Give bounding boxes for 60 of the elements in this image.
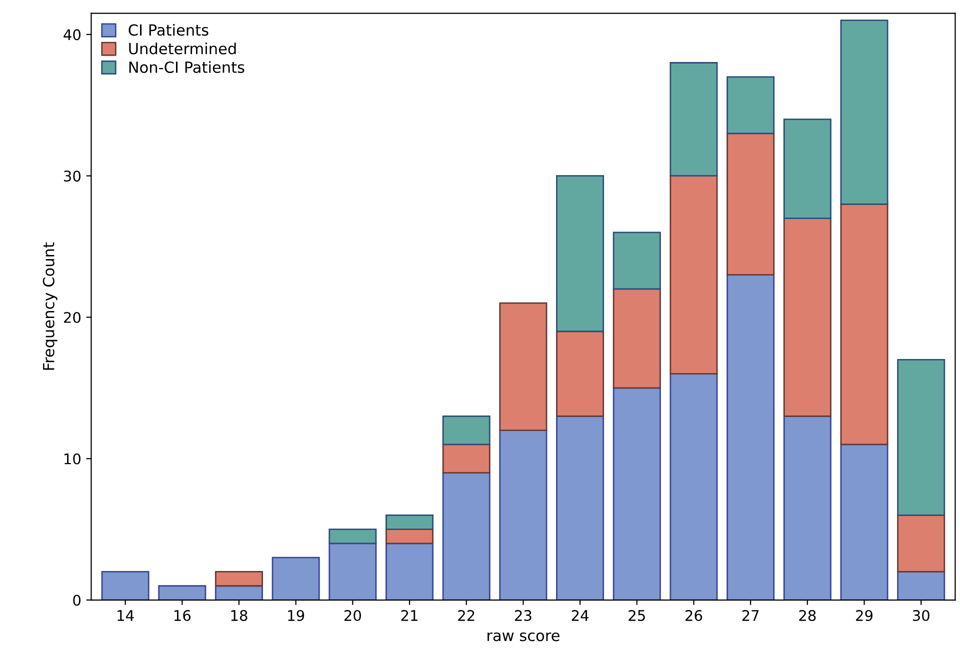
- bar: [726, 76, 775, 134]
- bar: [670, 62, 718, 177]
- bar: [158, 585, 206, 600]
- bar: [670, 175, 718, 374]
- bar: [386, 528, 434, 544]
- legend-label: Non-CI Patients: [129, 61, 244, 73]
- bar: [670, 373, 718, 600]
- bar: [783, 118, 832, 219]
- x-tick-label: 14: [118, 610, 134, 621]
- x-tick-label: 19: [288, 610, 304, 622]
- x-tick-label: 27: [742, 610, 759, 621]
- bar: [101, 571, 150, 600]
- bar: [897, 358, 946, 516]
- bar: [897, 514, 946, 572]
- bar: [214, 571, 263, 587]
- y-tick-label: 10: [64, 453, 81, 464]
- bar: [499, 302, 548, 432]
- bar: [783, 218, 832, 417]
- bar: [726, 274, 775, 600]
- bar: [272, 556, 320, 600]
- x-tick-label: 24: [572, 610, 588, 621]
- x-tick-label: 21: [401, 610, 418, 621]
- x-tick-label: 16: [174, 610, 191, 622]
- bar: [612, 387, 661, 600]
- x-axis-title: raw score: [488, 632, 560, 642]
- legend-label: CI Patients: [128, 24, 208, 36]
- bar: [328, 542, 377, 600]
- bar: [840, 203, 888, 446]
- bar: [442, 416, 490, 446]
- legend-label: Undetermined: [129, 42, 236, 54]
- bar: [726, 132, 775, 276]
- bar: [328, 528, 377, 544]
- x-tick-label: 18: [231, 610, 248, 622]
- bar: [556, 416, 604, 600]
- bar: [840, 20, 888, 205]
- x-tick-label: 26: [686, 610, 702, 622]
- bar: [556, 175, 604, 332]
- bar: [556, 330, 604, 417]
- x-tick-label: 23: [514, 610, 532, 622]
- bar: [612, 288, 661, 389]
- x-tick-label: 28: [799, 610, 816, 622]
- bar: [499, 430, 548, 600]
- y-tick-label: 0: [73, 594, 81, 606]
- y-tick-label: 30: [64, 170, 81, 182]
- y-tick-label: 20: [64, 312, 81, 323]
- x-tick-label: 29: [856, 610, 873, 622]
- bar: [783, 416, 832, 600]
- y-axis-title: Frequency Count: [42, 242, 58, 370]
- bar: [442, 472, 490, 600]
- bar: [612, 232, 661, 290]
- x-tick-label: 30: [912, 610, 930, 622]
- bar: [442, 444, 490, 474]
- bar: [386, 542, 434, 600]
- x-tick-label: 20: [344, 610, 361, 622]
- x-tick-label: 25: [628, 610, 645, 622]
- bar: [897, 571, 946, 600]
- x-tick-label: 22: [458, 610, 474, 621]
- bar: [840, 444, 888, 600]
- bar: [386, 514, 434, 530]
- y-tick-label: 40: [64, 29, 81, 40]
